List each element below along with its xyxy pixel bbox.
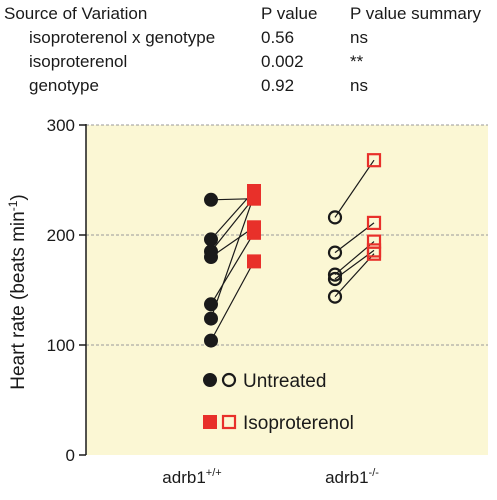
row-p-value: 0.92 — [261, 76, 295, 95]
stats-table: Source of Variation P value P value summ… — [0, 0, 497, 110]
pair-connector — [210, 232, 255, 305]
row-summary: ns — [350, 76, 368, 95]
row-p-value: 0.56 — [261, 28, 295, 47]
isoproterenol-point — [366, 153, 382, 168]
untreated-point — [327, 210, 343, 225]
y-tick-label: 0 — [66, 446, 75, 465]
pair-connector — [210, 197, 255, 252]
row-p-value: 0.002 — [261, 52, 304, 71]
plot-area — [86, 125, 488, 455]
header-p-summary: P value summary — [350, 4, 482, 23]
untreated-point — [204, 311, 218, 326]
untreated-point — [327, 289, 343, 304]
untreated-point — [204, 232, 218, 247]
untreated-point — [327, 271, 343, 287]
isoproterenol-point — [247, 188, 261, 203]
legend-marker-filled — [203, 415, 217, 429]
pair-connector — [210, 261, 255, 341]
row-source: isoproterenol — [29, 52, 128, 71]
untreated-point — [327, 267, 343, 282]
pair-connector — [334, 159, 375, 218]
untreated-point — [204, 333, 218, 348]
isoproterenol-point — [366, 246, 382, 261]
heart-rate-chart: 0 100 200 300 Heart rate (beats min-1) adrb1+… — [6, 116, 488, 487]
y-tick-label: 300 — [47, 116, 75, 135]
untreated-point — [204, 250, 218, 264]
y-axis-label: Heart rate (beats min-1) — [6, 194, 29, 389]
pair-connector — [334, 253, 375, 298]
pair-connector — [210, 226, 255, 258]
untreated-point — [204, 192, 218, 207]
x-category-label: adrb1-/- — [325, 467, 379, 487]
isoproterenol-point — [247, 225, 261, 240]
row-source: genotype — [29, 76, 99, 95]
header-source: Source of Variation — [4, 4, 148, 23]
row-summary: ** — [350, 52, 364, 71]
legend-label: Untreated — [243, 371, 326, 392]
legend-marker-open — [221, 372, 237, 388]
y-tick-label: 100 — [47, 336, 75, 355]
pair-connector — [210, 195, 255, 319]
row-summary: ns — [350, 28, 368, 47]
header-p-value: P value — [261, 4, 318, 23]
legend-marker-open — [221, 414, 237, 430]
isoproterenol-point — [366, 215, 382, 231]
legend-label: Isoproterenol — [243, 413, 354, 434]
untreated-point — [204, 297, 218, 312]
isoproterenol-point — [247, 254, 261, 269]
y-tick-label: 200 — [47, 226, 75, 245]
pair-connector — [210, 190, 255, 240]
legend-marker-filled — [203, 373, 217, 387]
x-category-label: adrb1+/+ — [162, 467, 221, 487]
row-source: isoproterenol x genotype — [29, 28, 216, 47]
untreated-point — [327, 245, 343, 260]
